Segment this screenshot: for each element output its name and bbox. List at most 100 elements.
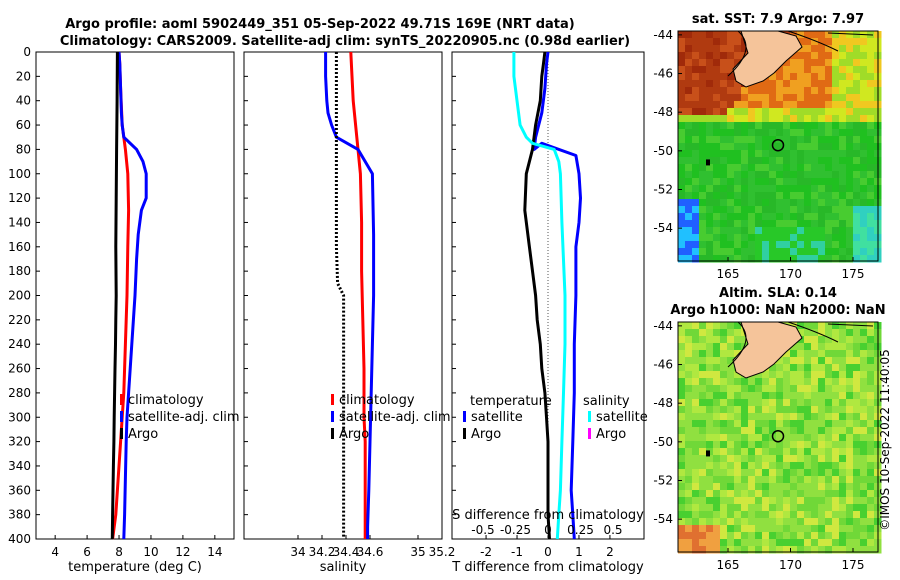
sst-map-cell [818, 185, 826, 193]
sst-map-cell [832, 52, 840, 60]
sla-map-cell [839, 539, 847, 547]
sla-map-cell [811, 413, 819, 421]
sst-map-cell [783, 80, 791, 88]
sst-map-cell [713, 241, 721, 249]
sst-map-cell [727, 185, 735, 193]
sst-map-cell [720, 108, 728, 116]
sla-map-cell [692, 399, 700, 407]
sla-map-cell [839, 511, 847, 519]
sla-map-cell [853, 448, 861, 456]
sst-map-cell [699, 248, 707, 256]
sla-map-cell [678, 483, 686, 491]
sst-map-cell [867, 101, 875, 109]
salinity-legend-swatch [331, 411, 334, 422]
sla-map-argo-marker [771, 429, 785, 443]
sst-map-cell [755, 122, 763, 130]
sla-map-cell [832, 504, 840, 512]
sla-map-cell [853, 532, 861, 540]
sla-map-cell [734, 406, 742, 414]
sla-map-cell [727, 399, 735, 407]
sla-map-cell [867, 455, 875, 463]
sla-map-cell [727, 406, 735, 414]
sla-map-cell [783, 518, 791, 526]
sla-map-cell [762, 371, 770, 379]
sst-map-cell [867, 136, 875, 144]
sst-map-cell [727, 213, 735, 221]
sla-map-cell [832, 413, 840, 421]
sla-map-cell [867, 329, 875, 337]
sla-map-cell [790, 441, 798, 449]
sst-map-cell [678, 73, 686, 81]
sla-map-cell [755, 476, 763, 484]
sla-map-cell [790, 490, 798, 498]
sst-map-cell [776, 80, 784, 88]
sla-map-cell [776, 490, 784, 498]
sla-map-ytick-label: -46 [653, 358, 673, 372]
sla-map-cell [755, 539, 763, 547]
sst-map-cell [720, 178, 728, 186]
sla-map-cell [825, 385, 833, 393]
sla-map-cell [832, 329, 840, 337]
panel-salinity: 34 34.234.434.6 35 35.2salinityclimatologys… [243, 51, 455, 575]
sla-map-cell [811, 343, 819, 351]
sla-map-cell [762, 511, 770, 519]
sla-map-cell [818, 462, 826, 470]
sst-map-cell [818, 59, 826, 67]
sla-map-cell [755, 392, 763, 400]
sla-map-cell [790, 539, 798, 547]
sst-map-cell [678, 52, 686, 60]
sst-map-cell [776, 206, 784, 214]
sla-map-cell [755, 448, 763, 456]
sst-map-cell [839, 115, 847, 123]
sst-map-cell [727, 94, 735, 102]
sla-map-cell [727, 441, 735, 449]
sla-map-cell [860, 532, 868, 540]
sla-map-cell [818, 329, 826, 337]
sla-map-cell [839, 378, 847, 386]
sst-map-cell [811, 45, 819, 53]
sla-map-cell [755, 546, 763, 554]
sst-map-cell [832, 129, 840, 137]
sst-map-cell [685, 199, 693, 207]
sst-map-cell [713, 171, 721, 179]
sla-map-cell [748, 448, 756, 456]
sst-map-cell [867, 94, 875, 102]
difference-xtick-label: 1 [575, 545, 583, 559]
sla-map-cell [846, 483, 854, 491]
sst-map-cell [860, 122, 868, 130]
sla-map-cell [804, 441, 812, 449]
sst-map-cell [762, 94, 770, 102]
sla-map-cell [853, 490, 861, 498]
sst-map-cell [769, 150, 777, 158]
sla-map-cell [867, 378, 875, 386]
sst-map-cell [860, 80, 868, 88]
sla-map-cell [762, 469, 770, 477]
sla-map-cell [685, 357, 693, 365]
sst-map-cell [713, 45, 721, 53]
sla-map-cell [832, 525, 840, 533]
salinity-line-argo [334, 52, 346, 539]
sla-map-cell [860, 497, 868, 505]
sla-map-cell [706, 455, 714, 463]
sst-map-cell [867, 192, 875, 200]
sla-map-cell [853, 343, 861, 351]
sla-map-cell [783, 350, 791, 358]
sst-map-cell [804, 171, 812, 179]
sla-map-cell [699, 476, 707, 484]
sst-map-cell [797, 136, 805, 144]
sst-map-cell [734, 150, 742, 158]
sla-map-cell [853, 469, 861, 477]
sst-map-cell [853, 143, 861, 151]
sla-map-cell [867, 539, 875, 547]
sst-map-cell [734, 52, 742, 60]
sst-map-cell [678, 227, 686, 235]
sla-map-cell [692, 357, 700, 365]
sla-map-cell [776, 546, 784, 554]
sla-map-cell [818, 336, 826, 344]
sla-map-cell [832, 378, 840, 386]
sst-map-cell [846, 241, 854, 249]
sst-map-cell [727, 108, 735, 116]
sla-map-cell [692, 539, 700, 547]
sla-map-cell [797, 462, 805, 470]
